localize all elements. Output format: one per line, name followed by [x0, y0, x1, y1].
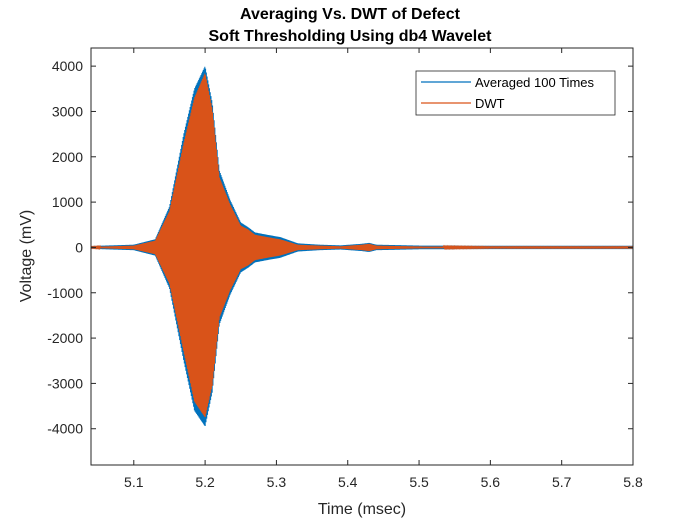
x-ticks: 5.1 5.2 5.3 5.4 5.5 5.6 5.7 5.8: [124, 48, 643, 490]
x-tick-label: 5.7: [552, 474, 572, 490]
legend-label-averaged: Averaged 100 Times: [475, 75, 594, 90]
legend-box: [415, 70, 616, 116]
chart-subtitle: Soft Thresholding Using db4 Wavelet: [208, 28, 492, 45]
y-tick-label: 1000: [52, 194, 83, 210]
series-layer: [90, 66, 634, 426]
y-tick-label: -1000: [47, 285, 83, 301]
y-tick-label: 4000: [52, 58, 83, 74]
axes-box: [90, 47, 634, 466]
y-tick-label: 3000: [52, 103, 83, 119]
y-tick-label: -2000: [47, 330, 83, 346]
x-tick-label: 5.8: [623, 474, 643, 490]
y-tick-label: 2000: [52, 149, 83, 165]
chart-title: Averaging Vs. DWT of Defect: [240, 6, 460, 23]
y-tick-label: -4000: [47, 421, 83, 437]
x-axis-label: Time (msec): [318, 501, 406, 518]
x-tick-label: 5.5: [409, 474, 429, 490]
y-axis-label: Voltage (mV): [18, 210, 35, 302]
x-tick-label: 5.6: [481, 474, 501, 490]
x-tick-label: 5.1: [124, 474, 144, 490]
y-tick-label: -3000: [47, 375, 83, 391]
x-tick-label: 5.4: [338, 474, 358, 490]
series-line-dwt: [90, 73, 634, 417]
y-ticks: -4000 -3000 -2000 -1000 0 1000 2000 3000 4000: [47, 58, 633, 437]
legend-label-dwt: DWT: [475, 96, 505, 111]
x-tick-label: 5.3: [267, 474, 287, 490]
legend: Averaged 100 Times DWT: [415, 70, 616, 116]
y-tick-label: 0: [75, 239, 83, 255]
x-tick-label: 5.2: [195, 474, 215, 490]
